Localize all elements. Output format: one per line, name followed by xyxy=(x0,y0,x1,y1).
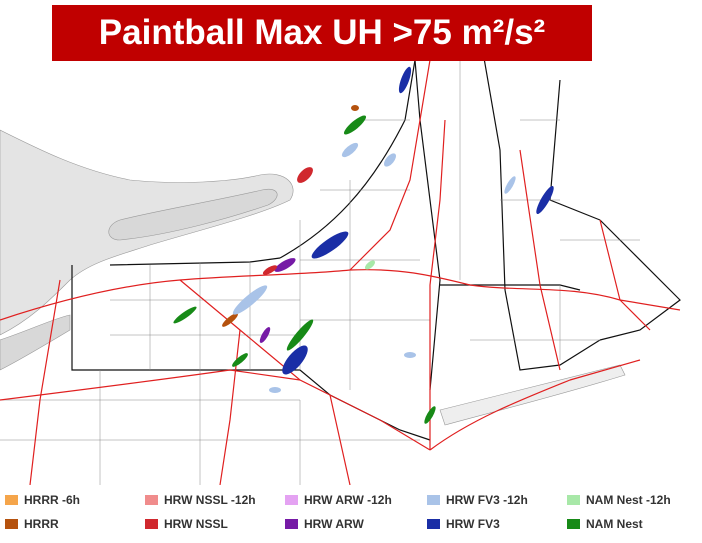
legend-swatch xyxy=(5,495,18,505)
title: Paintball Max UH >75 m²/s² xyxy=(52,5,592,61)
legend-swatch xyxy=(145,519,158,529)
legend-item: HRW NSSL -12h xyxy=(145,492,256,508)
legend-item: NAM Nest -12h xyxy=(567,492,671,508)
legend-label: NAM Nest -12h xyxy=(586,493,671,507)
legend-swatch xyxy=(5,519,18,529)
legend-swatch xyxy=(567,519,580,529)
map xyxy=(0,34,681,485)
legend-swatch xyxy=(145,495,158,505)
legend-swatch xyxy=(285,495,298,505)
legend-label: HRW NSSL -12h xyxy=(164,493,256,507)
legend-label: HRW ARW xyxy=(304,517,364,531)
legend-swatch xyxy=(427,519,440,529)
legend-item: HRW ARW xyxy=(285,516,364,532)
legend-label: HRRR xyxy=(24,517,59,531)
roads xyxy=(0,59,681,485)
legend-item: HRW FV3 -12h xyxy=(427,492,528,508)
legend-label: HRW ARW -12h xyxy=(304,493,392,507)
legend-label: HRW FV3 xyxy=(446,517,500,531)
legend: HRRR -6h HRW NSSL -12h HRW ARW -12h HRW FV3… xyxy=(0,488,702,538)
legend-item: HRRR xyxy=(5,516,59,532)
legend-item: HRW FV3 xyxy=(427,516,500,532)
legend-label: NAM Nest xyxy=(586,517,643,531)
legend-item: HRRR -6h xyxy=(5,492,80,508)
legend-label: HRW NSSL xyxy=(164,517,228,531)
uh-swaths xyxy=(173,66,554,424)
legend-label: HRW FV3 -12h xyxy=(446,493,528,507)
legend-item: NAM Nest xyxy=(567,516,643,532)
legend-swatch xyxy=(285,519,298,529)
legend-item: HRW ARW -12h xyxy=(285,492,392,508)
legend-swatch xyxy=(427,495,440,505)
legend-swatch xyxy=(567,495,580,505)
legend-label: HRRR -6h xyxy=(24,493,80,507)
legend-item: HRW NSSL xyxy=(145,516,228,532)
